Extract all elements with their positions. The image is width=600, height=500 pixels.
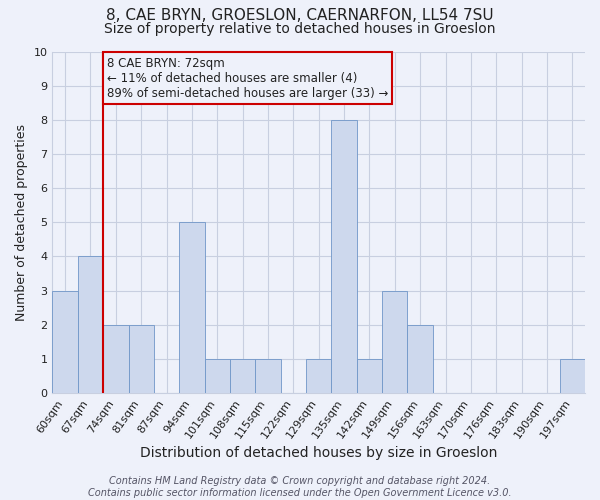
Bar bbox=[230, 359, 256, 393]
Text: 8, CAE BRYN, GROESLON, CAERNARFON, LL54 7SU: 8, CAE BRYN, GROESLON, CAERNARFON, LL54 … bbox=[106, 8, 494, 22]
Bar bbox=[560, 359, 585, 393]
Bar bbox=[407, 324, 433, 393]
Bar bbox=[179, 222, 205, 393]
X-axis label: Distribution of detached houses by size in Groeslon: Distribution of detached houses by size … bbox=[140, 446, 497, 460]
Bar bbox=[357, 359, 382, 393]
Bar bbox=[331, 120, 357, 393]
Bar bbox=[256, 359, 281, 393]
Text: Size of property relative to detached houses in Groeslon: Size of property relative to detached ho… bbox=[104, 22, 496, 36]
Bar bbox=[205, 359, 230, 393]
Bar bbox=[306, 359, 331, 393]
Bar bbox=[103, 324, 128, 393]
Bar bbox=[128, 324, 154, 393]
Bar bbox=[382, 290, 407, 393]
Text: Contains HM Land Registry data © Crown copyright and database right 2024.
Contai: Contains HM Land Registry data © Crown c… bbox=[88, 476, 512, 498]
Text: 8 CAE BRYN: 72sqm
← 11% of detached houses are smaller (4)
89% of semi-detached : 8 CAE BRYN: 72sqm ← 11% of detached hous… bbox=[107, 56, 388, 100]
Y-axis label: Number of detached properties: Number of detached properties bbox=[15, 124, 28, 320]
Bar bbox=[78, 256, 103, 393]
Bar bbox=[52, 290, 78, 393]
